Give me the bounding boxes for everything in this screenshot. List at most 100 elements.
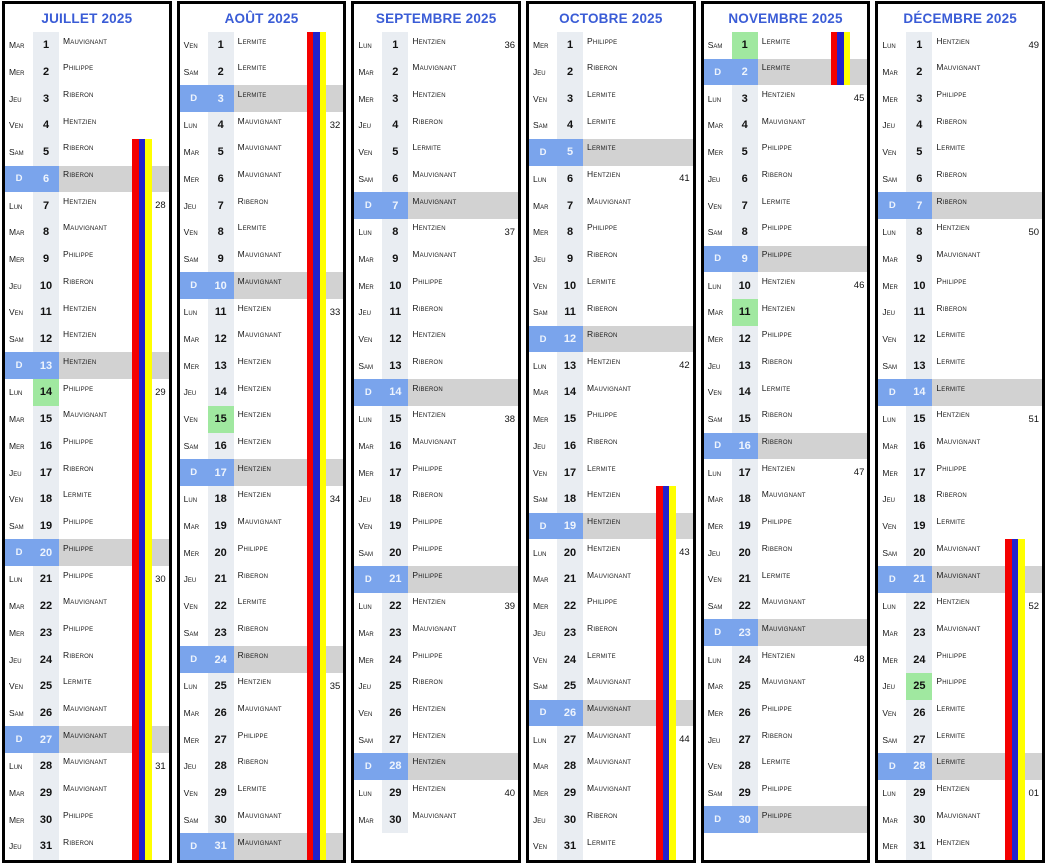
day-row: Jeu 3 Riberon xyxy=(5,85,169,113)
person-name: Philippe xyxy=(63,382,94,393)
day-row: Sam 6 Riberon xyxy=(878,165,1042,193)
day-of-week-label: Mar xyxy=(707,494,724,505)
day-of-week-label: Ven xyxy=(358,707,373,718)
week-number xyxy=(675,85,693,112)
day-of-week-label: D xyxy=(354,752,383,780)
day-of-week-label: Ven xyxy=(882,334,897,345)
week-number xyxy=(325,646,344,673)
day-of-week-label: Mar xyxy=(358,627,374,638)
week-number xyxy=(849,245,868,273)
week-number xyxy=(150,165,169,193)
person-name: Mauvignant xyxy=(761,596,806,607)
day-number: 6 xyxy=(731,165,758,193)
school-vacation-stripe xyxy=(306,32,327,860)
week-number xyxy=(150,352,169,380)
day-row: Ven 17 Lermite xyxy=(529,459,693,486)
day-of-week-label: Ven xyxy=(358,334,373,345)
person-name: Hentzien xyxy=(408,752,501,780)
day-of-week-label: Ven xyxy=(533,93,548,104)
person-name: Philippe xyxy=(63,436,94,447)
week-number xyxy=(1024,752,1043,780)
day-of-week-label: Mer xyxy=(533,414,549,425)
week-number xyxy=(500,673,518,700)
week-number xyxy=(1024,486,1042,513)
day-number: 30 xyxy=(382,806,409,834)
day-row: Lun 1 Hentzien 36 xyxy=(354,32,518,59)
person-name: Hentzien xyxy=(412,783,446,794)
person-name: Mauvignant xyxy=(587,756,632,767)
day-row: Sam 9 Mauvignant xyxy=(180,245,344,273)
day-of-week-label: Mer xyxy=(882,467,898,478)
day-of-week-label: Mer xyxy=(533,40,549,51)
day-number: 2 xyxy=(207,58,234,86)
day-of-week-label: Jeu xyxy=(882,681,895,692)
day-row: Lun 11 Hentzien 33 xyxy=(180,299,344,326)
day-number: 25 xyxy=(557,672,584,700)
day-row: Sam 23 Riberon xyxy=(180,619,344,647)
day-number: 24 xyxy=(557,646,584,673)
day-of-week-label: Mer xyxy=(707,707,724,718)
day-row: Ven 29 Lermite xyxy=(180,779,344,807)
day-number: 18 xyxy=(207,485,234,513)
day-number: 12 xyxy=(731,325,758,353)
day-number: 25 xyxy=(906,672,933,700)
week-number xyxy=(674,512,693,540)
week-number xyxy=(675,433,693,460)
day-row: Mer 15 Philippe xyxy=(529,405,693,433)
day-row: Sam 11 Riberon xyxy=(529,299,693,326)
day-row: Ven 7 Lermite xyxy=(704,192,868,219)
day-of-week-label: Sam xyxy=(707,788,723,799)
day-of-week-label: D xyxy=(878,752,907,780)
week-number xyxy=(1024,566,1043,593)
day-of-week-label: Jeu xyxy=(707,173,721,184)
week-number: 50 xyxy=(1028,226,1040,238)
day-row: Jeu 31 Riberon xyxy=(5,833,169,860)
person-name: Riberon xyxy=(583,325,675,353)
person-name: Lermite xyxy=(587,649,616,660)
day-number: 6 xyxy=(906,165,933,193)
person-name: Philippe xyxy=(63,569,94,580)
day-number: 27 xyxy=(207,726,234,753)
week-number xyxy=(151,433,169,460)
day-of-week-label: Mer xyxy=(533,788,549,799)
week-number xyxy=(849,219,867,246)
day-row: Jeu 10 Riberon xyxy=(5,272,169,300)
day-of-week-label: Mer xyxy=(183,734,200,745)
day-row: Lun 21 Philippe 30 xyxy=(5,566,169,593)
week-number xyxy=(151,486,169,513)
day-number: 25 xyxy=(207,672,234,700)
week-number: 41 xyxy=(679,173,690,185)
day-of-week-label: Mar xyxy=(9,40,25,51)
person-name: Mauvignant xyxy=(63,409,108,420)
person-name: Mauvignant xyxy=(63,756,108,767)
day-row: Sam 13 Lermite xyxy=(878,352,1042,380)
day-number: 13 xyxy=(382,352,409,380)
day-of-week-label: Jeu xyxy=(707,360,721,371)
day-row: Mar 15 Mauvignant xyxy=(5,405,169,433)
day-of-week-label: Ven xyxy=(882,707,897,718)
day-number: 16 xyxy=(731,432,758,460)
day-number: 28 xyxy=(382,752,409,780)
zone-red-bar xyxy=(656,486,663,860)
person-name: Riberon xyxy=(587,436,618,447)
person-name: Hentzien xyxy=(412,222,446,233)
day-number: 24 xyxy=(33,646,59,673)
day-number: 17 xyxy=(382,459,409,486)
person-name: Lermite xyxy=(587,275,616,286)
person-name: Philippe xyxy=(587,409,618,420)
week-number xyxy=(151,272,169,299)
person-name: Hentzien xyxy=(412,729,446,740)
sunday-row: D 21 Philippe xyxy=(354,566,519,593)
day-of-week-label: Lun xyxy=(183,120,198,131)
day-row: Mer 9 Philippe xyxy=(5,245,169,273)
week-number xyxy=(1024,673,1042,700)
day-row: Mer 17 Philippe xyxy=(354,459,518,486)
day-number: 9 xyxy=(557,245,584,273)
day-of-week-label: Mar xyxy=(882,814,898,825)
week-number xyxy=(1024,539,1042,566)
day-of-week-label: Mar xyxy=(358,440,374,451)
person-name: Hentzien xyxy=(761,649,796,660)
day-row: Sam 16 Hentzien xyxy=(180,432,344,460)
day-of-week-label: D xyxy=(529,699,558,727)
day-of-week-label: Lun xyxy=(707,93,722,104)
